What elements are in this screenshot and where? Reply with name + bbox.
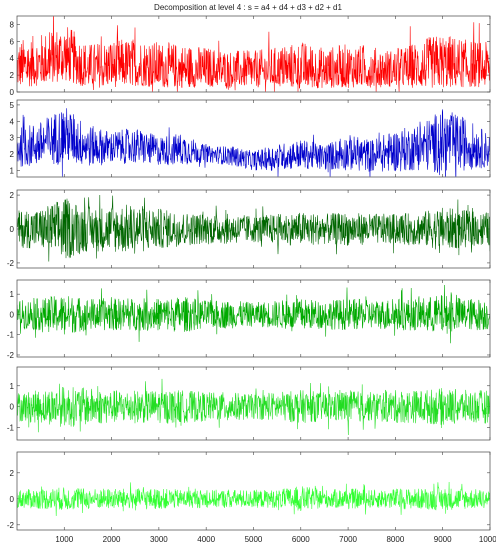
x-tick-label: 2000	[103, 535, 121, 544]
y-tick-label: 2	[10, 150, 15, 159]
chart-title: Decomposition at level 4 : s = a4 + d4 +…	[154, 3, 342, 12]
x-tick-label: 3000	[150, 535, 168, 544]
y-tick-label: -2	[7, 259, 15, 268]
series-line-6	[17, 481, 490, 517]
panel-frame	[16, 451, 491, 531]
x-tick-label: 10000	[479, 535, 496, 544]
y-tick-label: 4	[10, 117, 15, 126]
y-tick-label: 0	[10, 225, 15, 234]
series-line-1	[17, 16, 490, 92]
y-tick-label: 3	[10, 134, 15, 143]
x-tick-label: 5000	[245, 535, 263, 544]
y-tick-label: 6	[10, 37, 15, 46]
panel-5: -1 0 1	[7, 366, 491, 441]
y-tick-label: 0	[10, 88, 15, 97]
x-tick-label: 7000	[339, 535, 357, 544]
panel-4: -2 -1 0 1	[7, 279, 491, 360]
y-tick-label: 1	[10, 382, 15, 391]
y-tick-label: 8	[10, 20, 15, 29]
x-tick-label: 1000	[55, 535, 73, 544]
y-tick-label: 4	[10, 54, 15, 63]
panel-1: 0 2 4 6 8	[10, 15, 491, 97]
y-tick-label: 0	[10, 310, 15, 319]
x-tick-label: 4000	[197, 535, 215, 544]
panel-2: 1 2 3 4 5	[10, 99, 491, 178]
x-tick-label: 9000	[434, 535, 452, 544]
y-tick-label: 2	[10, 191, 15, 200]
y-tick-label: 1	[10, 166, 15, 175]
panel-6: -2 0 2	[7, 451, 491, 531]
y-tick-label: 5	[10, 101, 15, 110]
series-line-3	[17, 194, 490, 262]
y-tick-label: -1	[7, 331, 15, 340]
series-line-4	[17, 284, 490, 344]
y-tick-label: 1	[10, 290, 15, 299]
x-tick-label: 8000	[386, 535, 404, 544]
panel-frame	[16, 99, 491, 178]
panel-3: -2 0 2	[7, 189, 491, 269]
y-tick-label: 2	[10, 469, 15, 478]
y-tick-label: 0	[10, 403, 15, 412]
y-tick-label: -1	[7, 423, 15, 432]
y-tick-label: 2	[10, 71, 15, 80]
series-line-5	[17, 378, 490, 436]
y-tick-label: -2	[7, 521, 15, 530]
x-tick-label: 6000	[292, 535, 310, 544]
y-tick-label: -2	[7, 351, 15, 360]
y-tick-label: 0	[10, 495, 15, 504]
series-line-2	[17, 108, 490, 177]
